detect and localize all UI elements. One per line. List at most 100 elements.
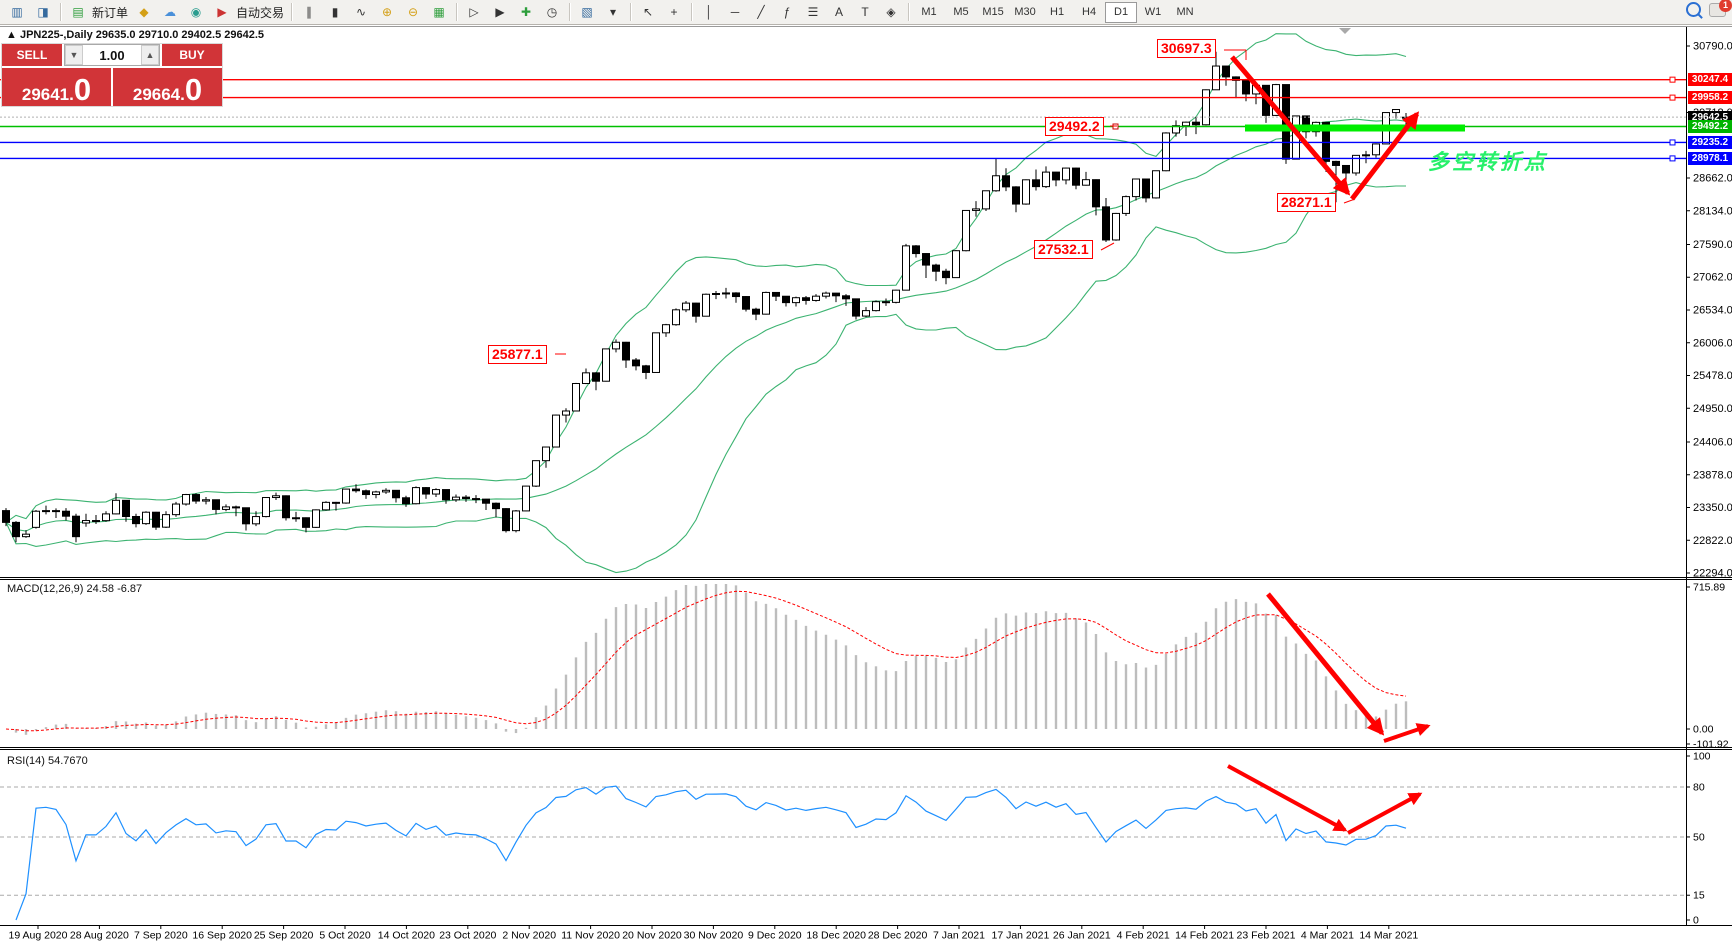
price-tick-label: 23350.0	[1693, 502, 1732, 514]
trend-arrow[interactable]	[1230, 55, 1351, 196]
trend-arrow[interactable]	[1227, 764, 1348, 832]
price-label-object[interactable]: 28271.1	[1277, 193, 1336, 212]
shapes-tool[interactable]: ◈	[886, 5, 896, 19]
date-tick-label: 11 Nov 2020	[561, 930, 620, 942]
date-tick-label: 28 Aug 2020	[70, 930, 129, 942]
volume-decrease-button[interactable]: ▼	[65, 45, 83, 65]
timeframe-H4[interactable]: H4	[1082, 6, 1097, 18]
trend-arrow[interactable]	[1347, 792, 1423, 835]
bollinger-band	[5, 33, 1407, 523]
text-tool[interactable]: A	[835, 5, 844, 19]
trendline-tool[interactable]: ╱	[757, 5, 765, 19]
clock-icon[interactable]: ◷	[546, 5, 558, 19]
line-chart-icon[interactable]: ∿	[356, 5, 367, 19]
buy-button[interactable]: BUY	[162, 44, 222, 66]
timeframe-H1[interactable]: H1	[1050, 6, 1065, 18]
price-label-object[interactable]: 29492.2	[1045, 117, 1104, 136]
candle-body	[1372, 143, 1380, 156]
candle-body	[12, 521, 20, 538]
new-order-icon[interactable]: ▤	[72, 5, 84, 19]
channels-tool[interactable]: ☰	[807, 5, 819, 19]
candle-body	[1152, 170, 1160, 199]
autotrading-icon[interactable]: ▶	[217, 5, 227, 19]
candle-body	[32, 510, 40, 528]
sell-button[interactable]: SELL	[2, 44, 62, 66]
line-handle[interactable]	[1669, 155, 1676, 162]
chart-shift-icon[interactable]: ▷	[469, 5, 479, 19]
date-tick-label: 5 Oct 2020	[319, 930, 371, 942]
candle-body	[232, 506, 240, 509]
zoom-out-icon[interactable]: ⊖	[408, 5, 419, 19]
new-order-button[interactable]: 新订单	[92, 5, 129, 20]
new-chart-icon[interactable]: ▥	[11, 5, 23, 19]
candle-body	[1272, 84, 1280, 116]
template-dropdown[interactable]: ▧	[581, 5, 593, 19]
divider	[908, 3, 910, 21]
text-label-tool[interactable]: T	[861, 5, 869, 19]
rsi-tick-label: 100	[1693, 751, 1711, 763]
timeframe-D1[interactable]: D1	[1105, 1, 1138, 23]
timeframe-M15[interactable]: M15	[982, 6, 1004, 18]
collapse-arrow-icon[interactable]: ▲	[6, 29, 17, 41]
price-label-object[interactable]: 25877.1	[488, 345, 547, 364]
candlestick-chart-icon[interactable]: ▮	[331, 5, 339, 19]
candle-body	[1122, 196, 1130, 214]
line-handle[interactable]	[1669, 76, 1676, 83]
candle-body	[712, 293, 720, 295]
autotrading-button[interactable]: 自动交易	[236, 5, 285, 20]
timeframe-W1[interactable]: W1	[1144, 6, 1162, 18]
dropdown-arrow-icon[interactable]: ▾	[610, 5, 617, 19]
buy-price[interactable]: 29664. 0	[113, 68, 222, 106]
timeframe-M30[interactable]: M30	[1014, 6, 1036, 18]
trend-arrow[interactable]	[1350, 111, 1420, 201]
date-tick-label: 26 Jan 2021	[1053, 930, 1111, 942]
price-label-object[interactable]: 30697.3	[1157, 39, 1216, 58]
candle-body	[1142, 178, 1150, 199]
profiles-icon[interactable]: ◨	[37, 5, 49, 19]
candle-body	[682, 302, 690, 311]
search-icon[interactable]	[1686, 2, 1701, 17]
candle-body	[42, 510, 50, 513]
splitter-handle[interactable]	[1339, 28, 1351, 34]
zoom-in-icon[interactable]: ⊕	[382, 5, 393, 19]
candle-body	[1092, 179, 1100, 208]
candle-body	[462, 496, 470, 500]
candle-body	[282, 495, 290, 519]
volume-increase-button[interactable]: ▲	[141, 45, 159, 65]
bar-chart-icon[interactable]: ∥	[306, 5, 313, 19]
candle-body	[112, 499, 120, 515]
chat-icon[interactable]: 1	[1709, 0, 1732, 17]
price-label-object[interactable]: 27532.1	[1034, 240, 1093, 259]
volume-input[interactable]: 1.00	[83, 45, 141, 65]
crosshair-tool[interactable]: +	[670, 5, 678, 19]
chart-canvas[interactable]: 30790.029718.028662.028134.027590.027062…	[0, 26, 1732, 943]
vertical-line-tool[interactable]: │	[705, 5, 713, 19]
add-indicator-icon[interactable]: ✚	[521, 5, 532, 19]
eraser-icon[interactable]: ◆	[139, 5, 149, 19]
cloud-icon[interactable]: ☁	[164, 5, 177, 19]
date-tick-label: 18 Dec 2020	[806, 930, 866, 942]
axis-price-tag: 29958.2	[1688, 91, 1732, 104]
line-handle[interactable]	[1669, 139, 1676, 146]
price-tick-label: 23878.0	[1693, 469, 1732, 481]
candle-body	[652, 332, 660, 373]
candle-body	[972, 208, 980, 211]
candle-body	[892, 289, 900, 303]
horizontal-line-tool[interactable]: ─	[730, 5, 740, 19]
divider	[291, 3, 293, 21]
price-tick-label: 27590.0	[1693, 239, 1732, 251]
line-handle[interactable]	[1669, 94, 1676, 101]
trend-arrow[interactable]	[1266, 592, 1385, 736]
sell-price[interactable]: 29641. 0	[2, 68, 111, 106]
trend-arrow[interactable]	[1383, 723, 1431, 743]
news-icon[interactable]: ◉	[190, 5, 202, 19]
fibonacci-tool[interactable]: ƒ	[783, 5, 791, 19]
timeframe-MN[interactable]: MN	[1176, 6, 1194, 18]
cursor-tool[interactable]: ↖	[643, 5, 654, 19]
auto-scroll-icon[interactable]: ▶	[495, 5, 505, 19]
tile-windows-icon[interactable]: ▦	[433, 5, 445, 19]
timeframe-M1[interactable]: M1	[921, 6, 937, 18]
support-zone-bar[interactable]	[1245, 124, 1465, 132]
chinese-annotation[interactable]: 多空转折点	[1428, 151, 1548, 174]
timeframe-M5[interactable]: M5	[953, 6, 969, 18]
